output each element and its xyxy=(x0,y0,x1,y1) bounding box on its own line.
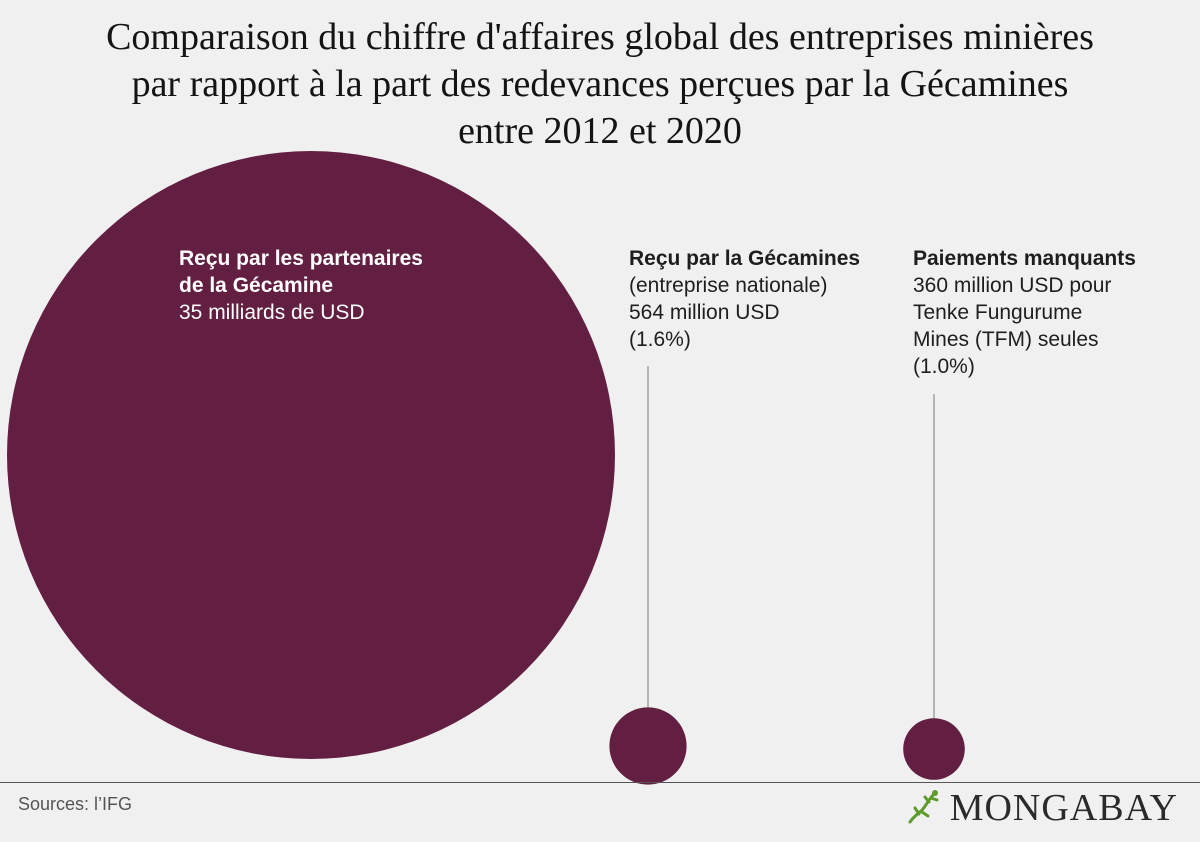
label-paiements-line-4: (1.0%) xyxy=(913,355,975,378)
label-paiements-manquants: Paiements manquants 360 million USD pour… xyxy=(913,245,1136,380)
footer-divider xyxy=(0,782,1200,783)
label-partenaires-title-2: de la Gécamine xyxy=(179,274,334,297)
label-paiements-title: Paiements manquants xyxy=(913,247,1136,270)
bubble-gecamines xyxy=(609,707,687,785)
title-line: par rapport à la part des redevances per… xyxy=(131,63,1069,105)
label-gecamines: Reçu par la Gécamines (entreprise nation… xyxy=(629,245,860,353)
label-partenaires-value: 35 milliards de USD xyxy=(179,301,365,324)
label-partenaires: Reçu par les partenaires de la Gécamine … xyxy=(179,245,423,326)
title-line: entre 2012 et 2020 xyxy=(458,110,742,152)
logo-text: MONGABAY xyxy=(949,787,1178,829)
mongabay-logo: MONGABAY xyxy=(904,786,1178,830)
source-note: Sources: l’IFG xyxy=(18,794,133,814)
label-paiements-line-2: Tenke Fungurume xyxy=(913,301,1083,324)
label-gecamines-title: Reçu par la Gécamines xyxy=(629,247,861,270)
label-gecamines-line-1: (entreprise nationale) xyxy=(629,274,828,297)
label-paiements-line-1: 360 million USD pour xyxy=(913,274,1112,297)
title-line: Comparaison du chiffre d'affaires global… xyxy=(106,16,1094,58)
bubble-paiements-manquants xyxy=(903,718,965,780)
chart-title: Comparaison du chiffre d'affaires global… xyxy=(0,14,1200,155)
gecko-icon xyxy=(908,790,939,824)
label-gecamines-line-3: (1.6%) xyxy=(629,328,691,351)
label-partenaires-title-1: Reçu par les partenaires xyxy=(179,247,423,270)
label-gecamines-line-2: 564 million USD xyxy=(629,301,780,324)
bubble-partenaires xyxy=(7,151,615,759)
label-paiements-line-3: Mines (TFM) seules xyxy=(913,328,1099,351)
